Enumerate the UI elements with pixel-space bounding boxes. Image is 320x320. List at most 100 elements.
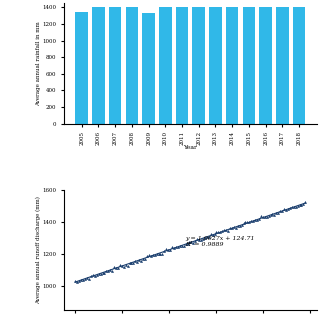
Point [295, 203, 300, 208]
Point [291, 204, 296, 209]
Point [237, 223, 242, 228]
Point [156, 252, 161, 257]
Y-axis label: Average annual rainfall in mm: Average annual rainfall in mm [36, 21, 41, 106]
Point [239, 223, 244, 228]
Point [139, 259, 144, 264]
Point [168, 247, 173, 252]
Bar [126, 7, 138, 124]
Point [264, 214, 269, 219]
Point [112, 265, 117, 270]
Point [92, 273, 97, 278]
Point [262, 215, 267, 220]
Point [229, 225, 235, 230]
Point [270, 212, 275, 217]
Point [183, 241, 188, 246]
Point [274, 210, 279, 215]
Bar [243, 7, 255, 124]
Point [177, 244, 182, 249]
Point [108, 267, 113, 272]
Point [81, 277, 86, 283]
Point [144, 254, 149, 259]
Point [116, 265, 121, 270]
Point [106, 268, 111, 273]
Point [198, 237, 204, 242]
Point [249, 219, 254, 224]
Point [226, 228, 231, 234]
Point [202, 236, 207, 241]
Point [266, 214, 271, 219]
Point [187, 239, 192, 244]
Point [247, 219, 252, 224]
Point [222, 228, 227, 233]
Point [303, 199, 308, 204]
Point [204, 235, 209, 240]
X-axis label: Year: Year [183, 145, 197, 150]
Point [162, 249, 167, 254]
Point [123, 262, 128, 268]
Point [114, 265, 119, 270]
Point [191, 240, 196, 245]
Point [189, 240, 194, 245]
Bar [76, 12, 88, 124]
Point [75, 279, 80, 284]
Point [282, 206, 287, 212]
Point [133, 258, 138, 263]
Point [135, 260, 140, 265]
Point [196, 237, 202, 242]
Point [254, 218, 260, 223]
Point [77, 278, 82, 283]
Point [164, 246, 169, 252]
Bar [209, 7, 222, 124]
Point [185, 241, 190, 246]
Point [297, 203, 302, 208]
Point [148, 254, 153, 259]
Point [245, 220, 250, 225]
Point [152, 252, 157, 258]
Point [272, 212, 277, 217]
Point [137, 257, 142, 262]
Point [268, 212, 273, 217]
Point [206, 235, 211, 240]
Point [216, 229, 221, 234]
Point [83, 276, 88, 281]
Point [212, 232, 217, 237]
Bar [193, 7, 205, 124]
Point [289, 204, 294, 209]
Point [102, 271, 107, 276]
Point [179, 243, 184, 248]
Point [218, 230, 223, 235]
Text: y = 1.0027x + 124.71
R² = 0.9889: y = 1.0027x + 124.71 R² = 0.9889 [185, 236, 255, 246]
Point [166, 247, 171, 252]
Point [235, 224, 240, 229]
Point [86, 276, 92, 281]
Point [104, 268, 109, 274]
Point [284, 207, 289, 212]
Point [88, 273, 93, 278]
Point [285, 207, 291, 212]
Point [170, 245, 175, 250]
Point [131, 260, 136, 265]
Point [278, 208, 283, 213]
Point [94, 272, 99, 277]
Point [175, 244, 180, 249]
Point [146, 253, 151, 258]
Point [299, 202, 304, 207]
Bar [142, 13, 155, 124]
Point [208, 232, 213, 237]
Point [181, 244, 186, 249]
Point [117, 262, 123, 268]
Point [119, 263, 124, 268]
Point [98, 271, 103, 276]
Point [228, 226, 233, 231]
Point [160, 251, 165, 256]
Bar [109, 7, 122, 124]
Point [200, 236, 205, 242]
Point [150, 252, 155, 257]
Point [90, 273, 95, 278]
Point [84, 276, 90, 281]
Bar [159, 7, 172, 124]
Point [287, 205, 292, 211]
Point [125, 263, 130, 268]
Point [258, 214, 263, 219]
Point [73, 278, 78, 283]
